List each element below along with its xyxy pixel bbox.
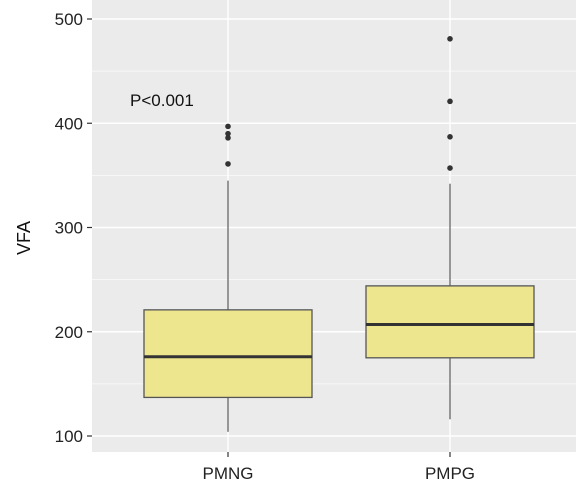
outlier-point <box>447 134 453 140</box>
outlier-point <box>447 98 453 105</box>
outlier-point <box>447 36 453 42</box>
y-axis-title: VFA <box>14 221 34 255</box>
outlier-point <box>225 123 231 130</box>
x-axis: PMNG PMPG <box>203 452 475 483</box>
box-pmng <box>143 123 313 432</box>
y-tick-label: 200 <box>55 323 83 342</box>
y-tick-label: 100 <box>55 427 83 446</box>
outlier-point <box>225 135 231 141</box>
x-tick-label: PMPG <box>425 464 475 483</box>
y-tick-label: 400 <box>55 114 83 133</box>
y-axis: 100 200 300 400 500 <box>55 10 92 446</box>
box-pmpg <box>365 36 535 420</box>
y-tick-label: 300 <box>55 219 83 238</box>
outlier-point <box>225 161 231 167</box>
outlier-point <box>447 165 453 171</box>
outlier-point <box>225 130 231 137</box>
y-tick-label: 500 <box>55 10 83 29</box>
box-series <box>143 36 535 432</box>
p-value-annotation: P<0.001 <box>130 91 194 110</box>
x-tick-label: PMNG <box>203 464 254 483</box>
box-iqr <box>365 285 535 359</box>
box-iqr <box>143 309 313 399</box>
